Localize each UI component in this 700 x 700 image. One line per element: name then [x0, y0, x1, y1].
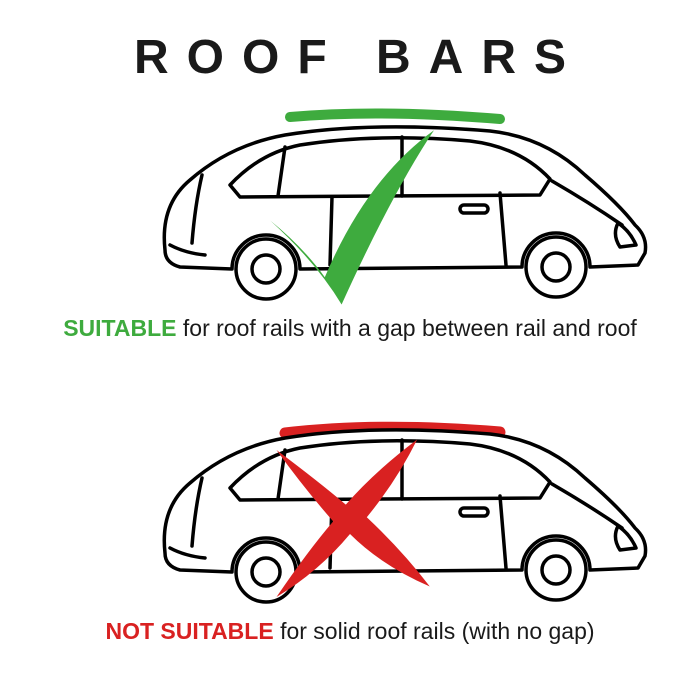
suitable-section: SUITABLE for roof rails with a gap betwe…: [30, 105, 670, 398]
not-suitable-car: [30, 408, 670, 618]
suitable-car: [30, 105, 670, 315]
not-suitable-section: NOT SUITABLE for solid roof rails (with …: [30, 408, 670, 700]
suitable-caption: SUITABLE for roof rails with a gap betwe…: [30, 315, 670, 342]
not-suitable-lead: NOT SUITABLE: [105, 618, 273, 644]
cross-icon: [30, 408, 670, 618]
not-suitable-rest: for solid roof rails (with no gap): [274, 618, 595, 644]
page-title: ROOF BARS: [30, 30, 670, 85]
not-suitable-caption: NOT SUITABLE for solid roof rails (with …: [30, 618, 670, 645]
check-icon: [30, 105, 670, 315]
suitable-lead: SUITABLE: [63, 315, 176, 341]
suitable-rest: for roof rails with a gap between rail a…: [177, 315, 637, 341]
page: ROOF BARS: [0, 0, 700, 700]
